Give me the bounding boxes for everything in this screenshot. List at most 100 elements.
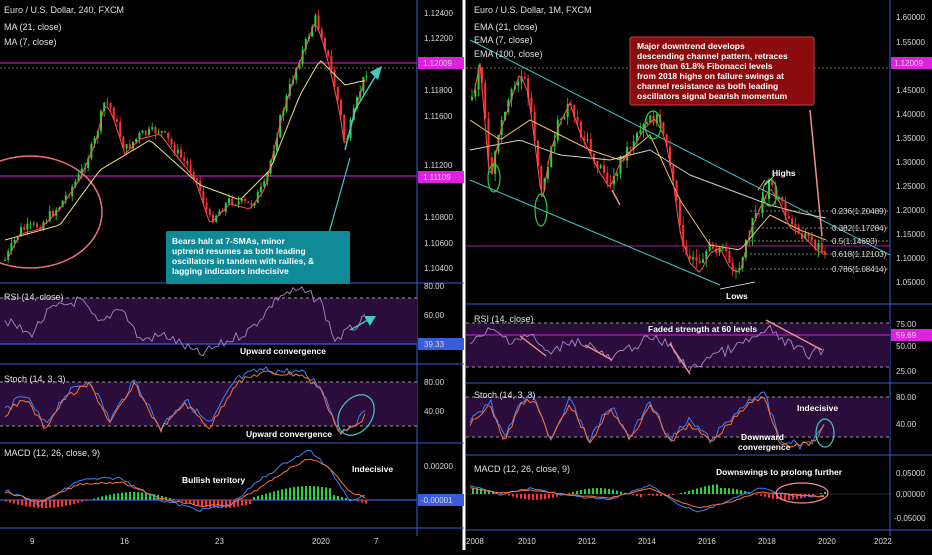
candle-body [679,200,681,225]
macd-histogram-bar [712,485,714,494]
macd-histogram-bar [544,494,546,499]
right-callout-line-5: channel resistance as both leading [637,81,778,91]
macd-histogram-bar [728,488,730,494]
macd-histogram-bar [105,495,107,500]
right-time-tick: 2008 [466,537,484,546]
left-macd-title: MACD (12, 26, close, 9) [4,448,100,458]
macd-histogram-bar [77,500,79,503]
macd-histogram-bar [285,489,287,500]
candle-body [699,261,701,263]
candle-body [337,87,339,100]
macd-histogram-bar [720,488,722,494]
candle-body [768,181,770,199]
right-rsi-tick: 75.00 [896,320,917,329]
fib-label-05: 0.5(1.14693) [832,237,878,246]
candle-body [794,224,796,226]
macd-histogram-bar [325,487,327,500]
left-macd-tick: 0.00200 [424,462,453,471]
macd-histogram-bar [341,497,343,500]
candle-body [629,147,631,148]
macd-histogram-bar [572,492,574,494]
candle-body [4,260,6,261]
right-ema7-label: EMA (7, close) [474,35,533,45]
candle-body [702,259,704,262]
left-price-tick: 1.12200 [424,34,453,43]
left-time-tick: 2020 [312,537,330,546]
candle-body [110,103,112,108]
candle-body [20,227,22,236]
candle-body [689,255,691,259]
candle-body [649,116,651,123]
right-callout-line-1: Major downtrend develops [637,41,745,51]
macd-histogram-bar [736,489,738,494]
right-stoch-title: Stoch (14, 3, 3) [474,390,536,400]
candle-body [180,150,182,158]
candle-body [821,243,823,252]
macd-histogram-bar [704,486,706,494]
macd-histogram-bar [297,487,299,500]
right-rsi-note: Faded strength at 60 levels [648,324,757,334]
right-callout-line-6: oscillators signal bearish momentum [637,91,788,101]
fib-label-0786: 0.786(1.08414) [832,265,887,274]
candle-body [318,15,320,29]
candle-body [161,131,163,133]
candle-body [712,244,714,249]
right-price-tick: 1.35000 [896,134,925,143]
macd-histogram-bar [309,486,311,500]
macd-histogram-bar [740,490,742,494]
macd-histogram-bar [716,484,718,494]
macd-histogram-bar [125,492,127,500]
macd-histogram-bar [620,492,622,494]
macd-histogram-bar [604,488,606,494]
macd-histogram-bar [185,500,187,503]
left-rsi-tick: 80.00 [424,282,445,291]
macd-histogram-bar [193,500,195,505]
right-rsi-tick: 25.00 [896,367,917,376]
candle-body [692,257,694,259]
macd-histogram-bar [197,500,199,505]
candle-body [788,216,790,218]
macd-histogram-bar [632,494,634,495]
left-macd-note-bullish: Bullish territory [182,475,246,485]
candle-body [33,223,35,224]
macd-histogram-bar [49,500,51,508]
macd-histogram-bar [668,494,670,495]
candle-body [30,224,32,225]
macd-histogram-bar [812,494,814,495]
macd-histogram-bar [69,500,71,505]
macd-histogram-bar [337,496,339,500]
macd-histogram-bar [760,494,762,496]
right-macd-tick: -0.05000 [894,514,926,523]
macd-histogram-bar [680,493,682,494]
macd-histogram-bar [277,490,279,500]
candle-body [116,120,118,122]
right-price-tick: 1.05000 [896,278,925,287]
candle-body [148,129,150,135]
right-price-tick: 1.30000 [896,158,925,167]
macd-histogram-bar [21,500,23,505]
macd-histogram-bar [472,488,474,494]
macd-histogram-bar [688,491,690,494]
right-ema21-label: EMA (21, close) [474,22,538,32]
candle-body [263,181,265,186]
right-callout-line-4: from 2018 highs on failure swings at [637,71,784,81]
macd-histogram-bar [181,500,183,501]
macd-histogram-bar [528,494,530,500]
right-price-box: 1.12009 [894,59,923,68]
right-price-tick: 1.25000 [896,182,925,191]
macd-histogram-bar [121,493,123,500]
macd-histogram-bar [61,500,63,507]
candle-body [728,251,730,263]
left-time-tick: 9 [30,537,35,546]
macd-histogram-bar [253,497,255,500]
macd-histogram-bar [137,492,139,500]
right-ema100-label: EMA (100, close) [474,49,543,59]
macd-histogram-bar [265,494,267,500]
macd-histogram-bar [249,500,251,504]
candle-body [590,139,592,153]
macd-histogram-bar [652,494,654,496]
right-price-tick: 1.55000 [896,38,925,47]
macd-histogram-bar [692,490,694,494]
macd-histogram-bar [700,487,702,494]
macd-histogram-bar [145,493,147,500]
